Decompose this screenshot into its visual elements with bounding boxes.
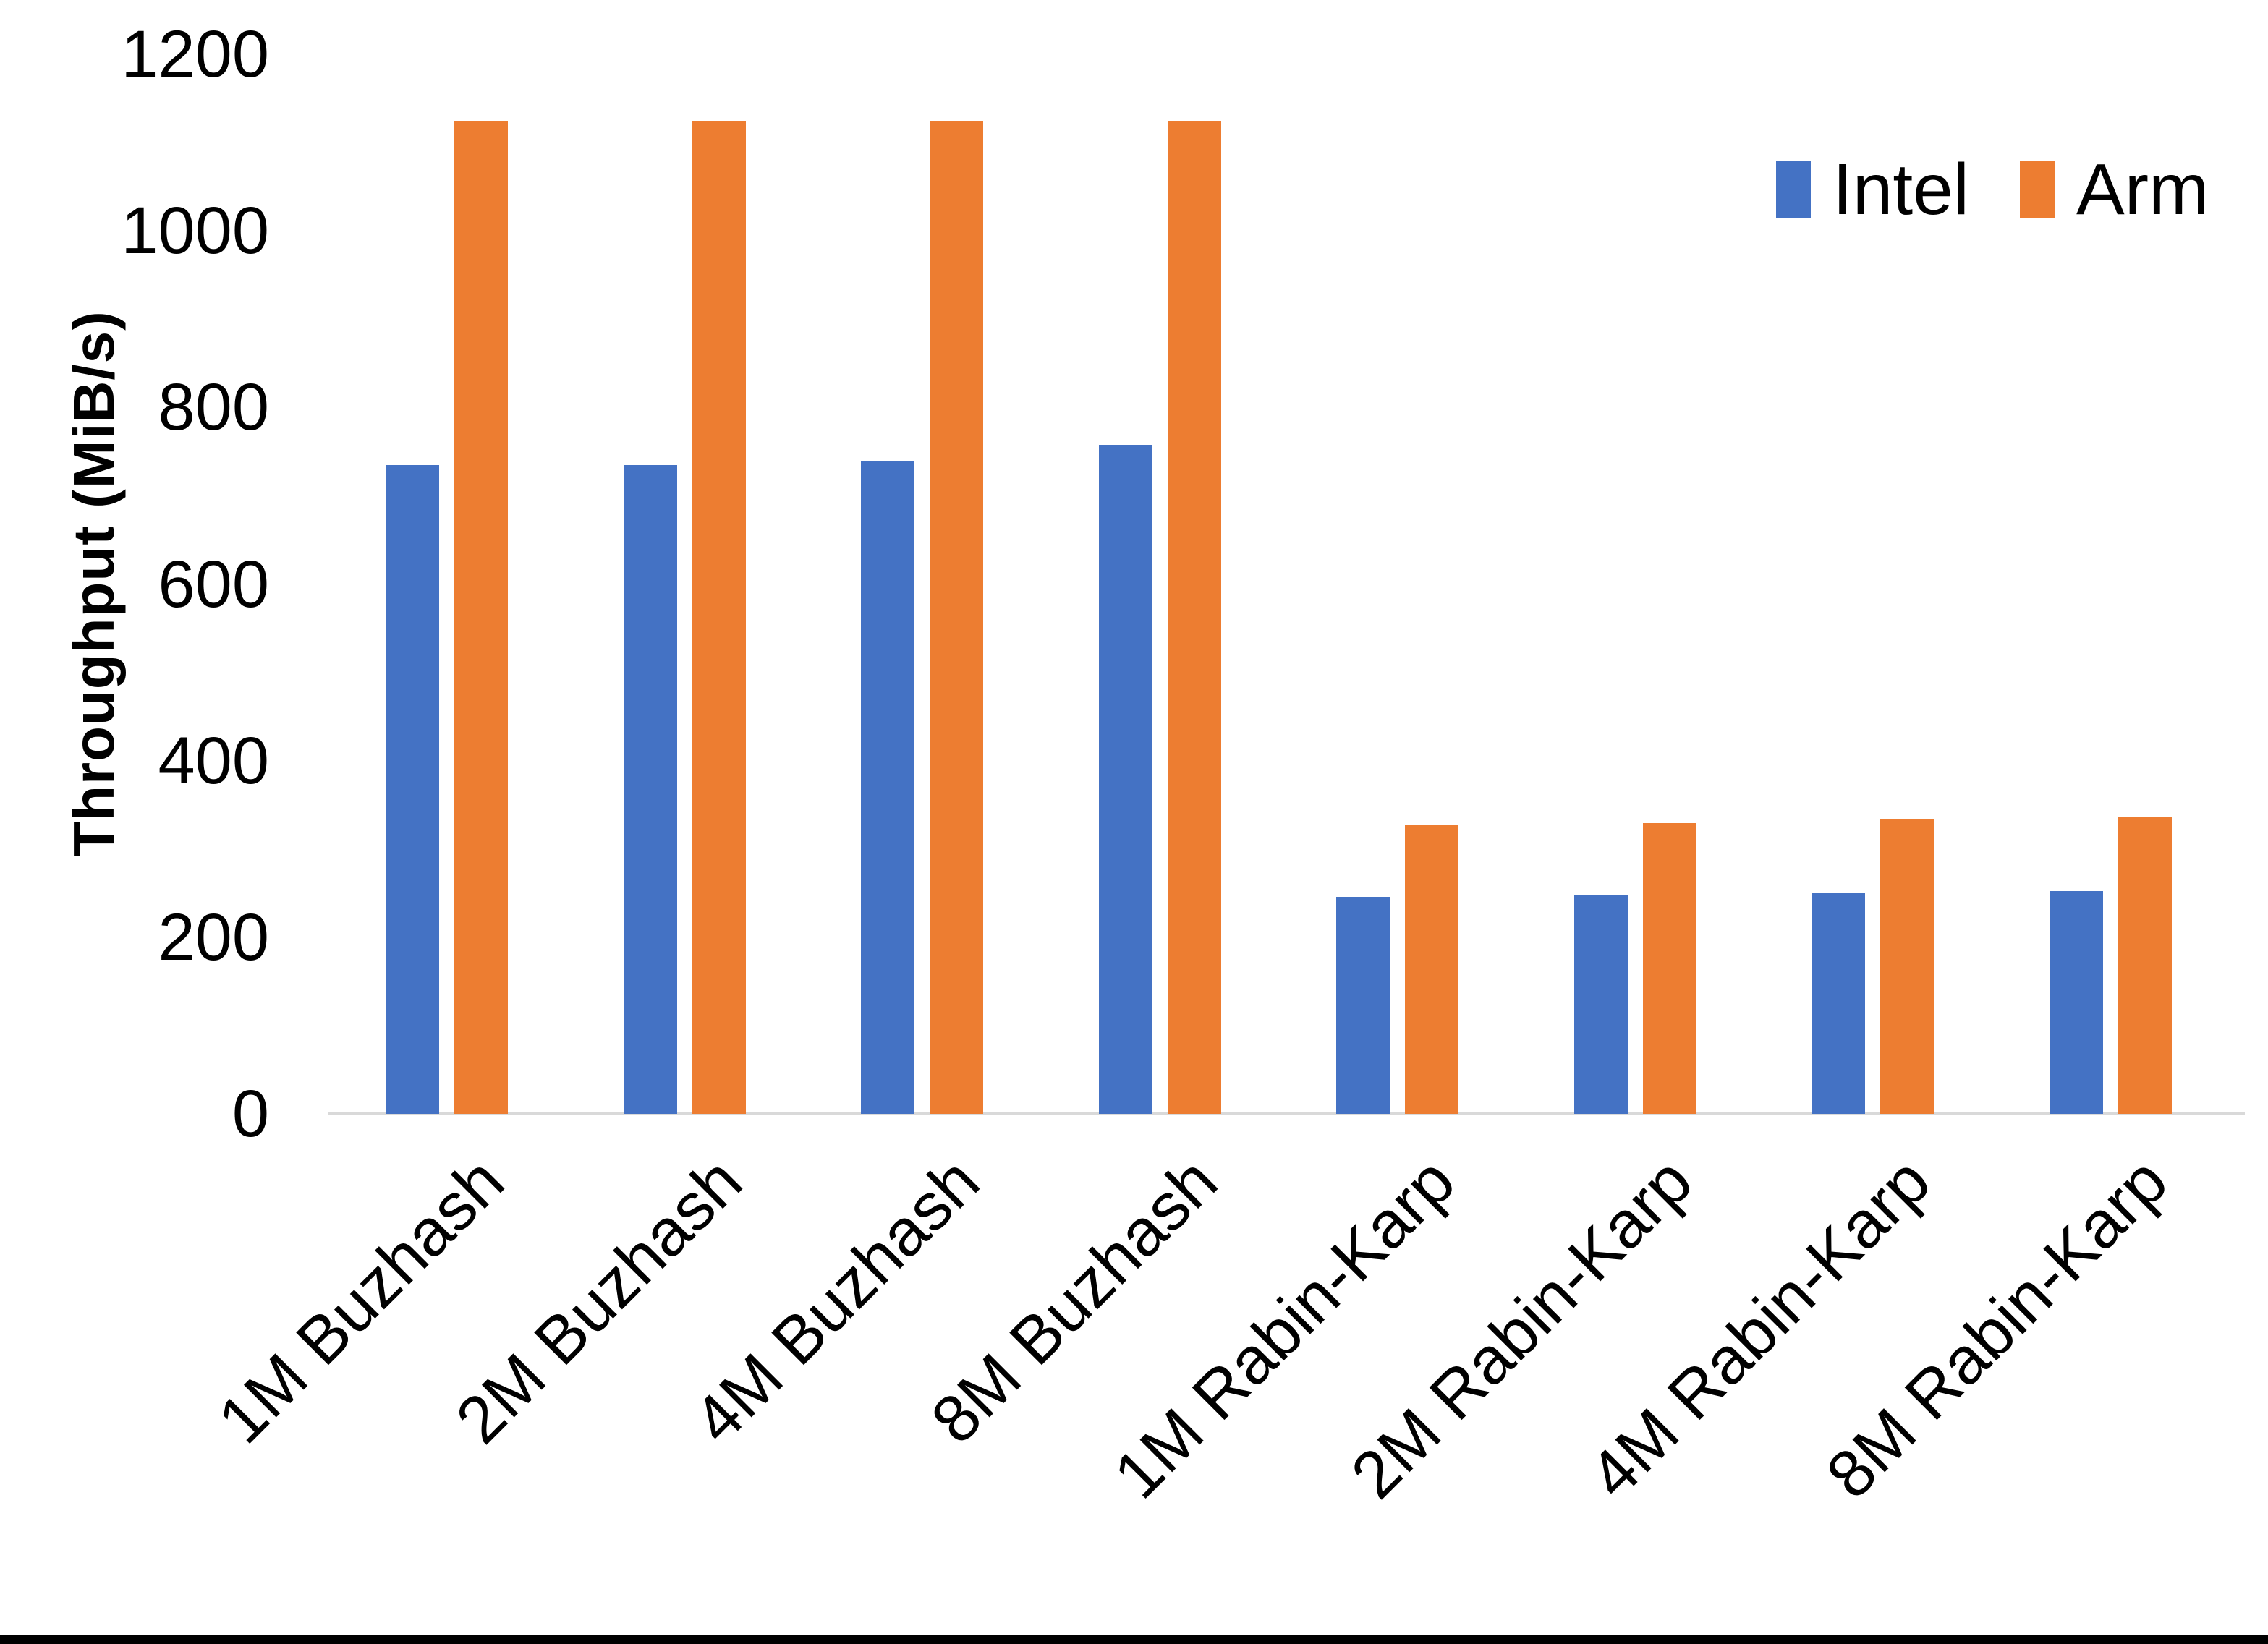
bar-arm-2m-rabin-karp — [1642, 823, 1696, 1114]
y-tick-label-200: 200 — [158, 900, 270, 974]
bar-arm-2m-buzhash — [692, 120, 746, 1114]
x-axis-baseline — [328, 1112, 2245, 1115]
bar-arm-4m-rabin-karp — [1880, 819, 1934, 1114]
bar-intel-4m-buzhash — [861, 460, 914, 1114]
legend-swatch-intel — [1776, 161, 1811, 218]
bar-arm-4m-buzhash — [930, 120, 983, 1114]
bar-arm-1m-rabin-karp — [1405, 825, 1458, 1114]
bar-intel-8m-buzhash — [1098, 444, 1152, 1114]
legend-item-arm: Arm — [2020, 153, 2209, 226]
bar-intel-4m-rabin-karp — [1812, 892, 1865, 1114]
bottom-border-bar — [0, 1635, 2268, 1644]
bar-arm-8m-rabin-karp — [2118, 817, 2172, 1114]
legend-swatch-arm — [2020, 161, 2055, 218]
y-tick-label-400: 400 — [158, 723, 270, 798]
legend-label-intel: Intel — [1832, 149, 1970, 230]
y-tick-label-0: 0 — [232, 1077, 269, 1151]
bar-intel-8m-rabin-karp — [2049, 891, 2103, 1114]
bar-intel-2m-buzhash — [623, 464, 677, 1114]
y-tick-label-800: 800 — [158, 370, 270, 445]
y-tick-label-600: 600 — [158, 547, 270, 621]
legend-item-intel: Intel — [1776, 153, 1969, 226]
legend-label-arm: Arm — [2076, 149, 2209, 230]
y-tick-label-1200: 1200 — [121, 17, 269, 91]
bar-arm-1m-buzhash — [454, 120, 508, 1114]
bar-intel-1m-rabin-karp — [1336, 896, 1390, 1114]
y-tick-label-1000: 1000 — [121, 194, 269, 268]
bar-intel-1m-buzhash — [386, 464, 439, 1114]
bar-arm-8m-buzhash — [1167, 120, 1221, 1114]
bar-intel-2m-rabin-karp — [1573, 895, 1628, 1114]
legend: Intel Arm — [1776, 153, 2209, 226]
